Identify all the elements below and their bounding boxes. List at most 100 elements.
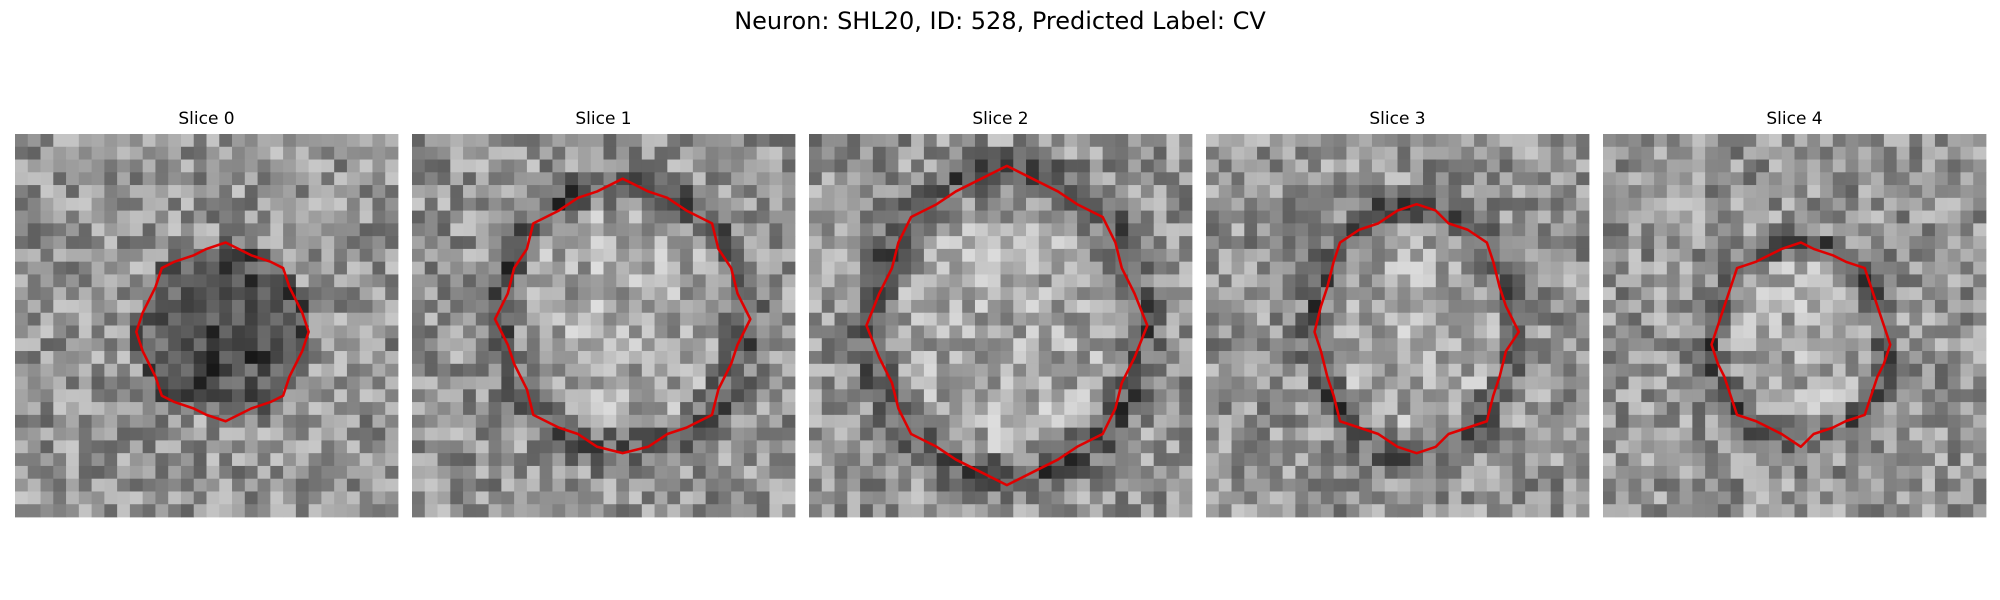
pixel xyxy=(1603,197,1617,211)
pixel xyxy=(1218,465,1232,480)
pixel xyxy=(565,376,579,390)
pixel xyxy=(142,312,156,326)
pixel xyxy=(1410,312,1424,326)
pixel xyxy=(1641,185,1655,199)
pixel xyxy=(1666,427,1680,441)
pixel xyxy=(1947,134,1961,148)
pixel xyxy=(1346,134,1360,148)
pixel xyxy=(372,210,386,224)
pixel xyxy=(962,223,976,237)
pixel xyxy=(1947,287,1961,301)
pixel xyxy=(1179,261,1193,275)
pixel xyxy=(244,223,258,237)
pixel xyxy=(66,134,80,148)
pixel xyxy=(860,146,874,160)
pixel xyxy=(1615,248,1629,263)
pixel xyxy=(743,172,758,186)
pixel xyxy=(117,274,131,288)
pixel xyxy=(1333,427,1347,441)
pixel xyxy=(1743,299,1757,314)
pixel xyxy=(1896,478,1910,492)
pixel xyxy=(1525,223,1539,237)
pixel xyxy=(40,185,54,199)
pixel xyxy=(1743,402,1757,416)
pixel xyxy=(232,223,246,237)
pixel xyxy=(1089,197,1104,211)
pixel xyxy=(667,376,681,390)
pixel xyxy=(321,389,335,403)
pixel xyxy=(962,185,976,199)
pixel xyxy=(359,363,373,377)
pixel xyxy=(308,325,322,339)
pixel xyxy=(1000,465,1014,480)
pixel xyxy=(1013,427,1027,441)
pixel xyxy=(616,287,630,301)
pixel xyxy=(1845,274,1859,288)
pixel xyxy=(1231,504,1245,518)
pixel xyxy=(1295,210,1309,224)
pixel xyxy=(1717,185,1732,199)
pixel xyxy=(860,465,874,480)
pixel xyxy=(219,197,233,211)
pixel xyxy=(1654,312,1668,326)
pixel xyxy=(1692,491,1706,505)
pixel xyxy=(860,363,874,377)
pixel xyxy=(1768,248,1783,263)
pixel xyxy=(756,210,770,224)
pixel xyxy=(244,376,258,390)
pixel xyxy=(1973,287,1987,301)
pixel xyxy=(308,312,322,326)
pixel xyxy=(15,134,29,148)
pixel xyxy=(372,465,386,480)
pixel xyxy=(66,389,80,403)
pixel xyxy=(1371,159,1386,173)
pixel xyxy=(821,287,835,301)
pixel xyxy=(834,185,848,199)
pixel xyxy=(769,299,783,314)
pixel xyxy=(1909,223,1923,237)
pixel xyxy=(40,223,54,237)
pixel xyxy=(847,197,861,211)
pixel xyxy=(1474,312,1488,326)
pixel xyxy=(1308,389,1322,403)
pixel xyxy=(1563,185,1577,199)
pixel xyxy=(1692,236,1706,250)
pixel xyxy=(78,248,92,263)
pixel xyxy=(206,465,220,480)
pixel xyxy=(1641,287,1655,301)
pixel xyxy=(1064,363,1078,377)
pixel xyxy=(1730,440,1744,454)
pixel xyxy=(1563,402,1577,416)
pixel xyxy=(501,414,515,429)
pixel xyxy=(180,325,195,339)
pixel xyxy=(1128,414,1142,429)
pixel xyxy=(936,491,950,505)
pixel xyxy=(1960,427,1974,441)
pixel xyxy=(1692,287,1706,301)
pixel xyxy=(206,159,220,173)
pixel xyxy=(1486,351,1501,365)
pixel xyxy=(680,223,694,237)
pixel xyxy=(1743,338,1757,352)
pixel xyxy=(1717,223,1732,237)
pixel xyxy=(1474,504,1488,518)
pixel xyxy=(718,427,732,441)
pixel xyxy=(1257,478,1271,492)
pixel xyxy=(1871,402,1885,416)
pixel xyxy=(756,325,770,339)
pixel xyxy=(1845,351,1859,365)
pixel xyxy=(782,172,796,186)
pixel xyxy=(577,146,592,160)
pixel xyxy=(450,389,464,403)
pixel xyxy=(359,338,373,352)
pixel xyxy=(1435,440,1449,454)
pixel xyxy=(1807,223,1821,237)
pixel xyxy=(1359,414,1373,429)
pixel xyxy=(590,402,604,416)
pixel xyxy=(1333,376,1347,390)
pixel xyxy=(667,134,681,148)
pixel xyxy=(1218,146,1232,160)
pixel xyxy=(168,325,182,339)
pixel xyxy=(53,146,67,160)
pixel xyxy=(1934,172,1949,186)
